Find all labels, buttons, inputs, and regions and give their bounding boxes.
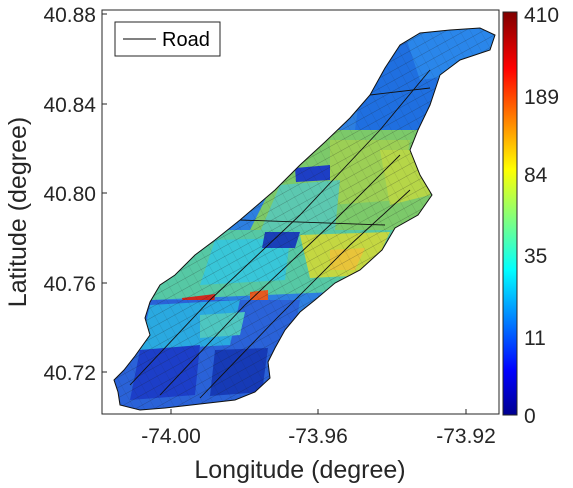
x-tick-label: -73.92 [436, 425, 496, 448]
legend: Road [114, 21, 221, 57]
y-axis-label: Latitude (degree) [4, 117, 32, 307]
manhattan-choropleth [113, 27, 496, 411]
x-tick-label: -74.00 [141, 425, 201, 448]
major-roads [129, 69, 431, 399]
colorbar-tick-label: 189 [524, 86, 559, 109]
x-axis-label: Longitude (degree) [194, 456, 405, 484]
colorbar-tick-label: 11 [524, 327, 546, 350]
colorbar: 410 189 84 35 11 0 [502, 4, 559, 428]
y-tick-label: 40.76 [43, 273, 96, 296]
colorbar-gradient [502, 11, 518, 416]
colorbar-tick-label: 0 [524, 405, 536, 428]
y-tick-label: 40.72 [43, 362, 96, 385]
road-network [113, 27, 496, 411]
legend-road-label: Road [162, 29, 210, 51]
x-axis: -74.00 -73.96 -73.92 Longitude (degree) [141, 409, 496, 484]
y-tick-label: 40.84 [43, 94, 96, 117]
colorbar-tick-label: 35 [524, 245, 547, 268]
y-tick-label: 40.88 [43, 4, 96, 27]
y-tick-label: 40.80 [43, 183, 96, 206]
colorbar-tick-label: 84 [524, 164, 548, 187]
x-tick-label: -73.96 [288, 425, 348, 448]
y-axis: 40.88 40.84 40.80 40.76 40.72 Latitude (… [4, 4, 107, 385]
colorbar-tick-label: 410 [524, 4, 559, 27]
